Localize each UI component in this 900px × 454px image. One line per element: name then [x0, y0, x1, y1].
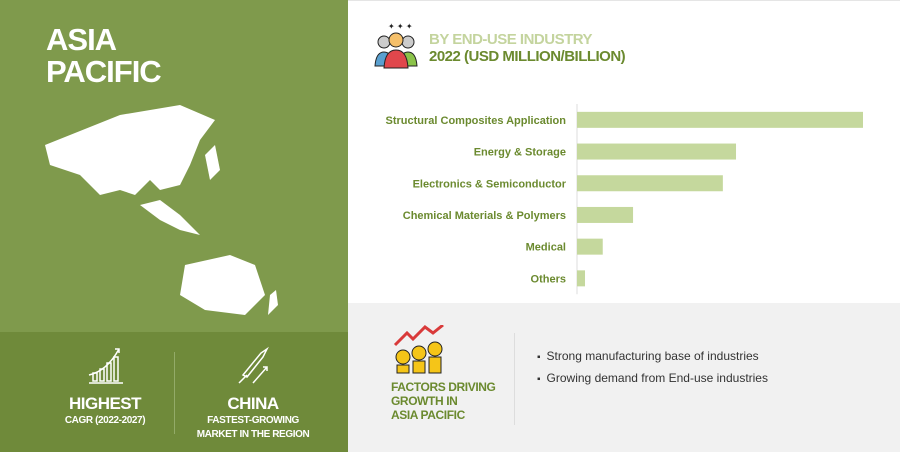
factors-line3: ASIA PACIFIC — [391, 408, 465, 422]
bar — [577, 111, 863, 128]
category-label: Electronics & Semiconductor — [413, 178, 567, 190]
divider — [174, 352, 175, 434]
category-label: Chemical Materials & Polymers — [403, 210, 566, 222]
asia-pacific-map — [45, 105, 278, 315]
bar — [577, 238, 603, 255]
chart-subtitle: 2022 (USD MILLION/BILLION) — [429, 48, 626, 65]
people-group-icon: ✦ ✦ ✦ — [374, 22, 418, 69]
bar — [577, 175, 723, 192]
stat-highest-cagr: HIGHEST CAGR (2022-2027) — [30, 345, 180, 428]
region-title-line2: PACIFIC — [46, 54, 162, 89]
coins-growth-icon — [393, 325, 444, 374]
region-title: ASIA PACIFIC — [46, 22, 162, 89]
factor-item: Growing demand from End-use industries — [537, 371, 768, 385]
stat-detail: FASTEST-GROWING — [207, 415, 299, 426]
stat-china: CHINA FASTEST-GROWING MARKET IN THE REGI… — [178, 345, 328, 442]
bar — [577, 206, 634, 223]
bar — [577, 143, 737, 160]
stat-detail-2: MARKET IN THE REGION — [196, 429, 310, 440]
region-panel: ASIA PACIFIC — [0, 0, 348, 332]
factors-list: Strong manufacturing base of industries … — [537, 349, 768, 393]
category-label: Structural Composites Application — [385, 115, 566, 127]
category-label: Others — [531, 273, 566, 285]
factor-item: Strong manufacturing base of industries — [537, 349, 768, 363]
stat-headline: CHINA — [227, 394, 279, 413]
factors-line1: FACTORS DRIVING — [391, 380, 496, 394]
category-label: Energy & Storage — [474, 147, 566, 159]
factors-line2: GROWTH IN — [391, 394, 458, 408]
growth-chart-icon — [88, 348, 123, 384]
category-label: Medical — [526, 242, 566, 254]
bar-chart: Structural Composites Application Energy … — [385, 104, 863, 295]
chart-title: BY END-USE INDUSTRY — [429, 31, 593, 48]
factors-title: FACTORS DRIVING GROWTH IN ASIA PACIFIC — [391, 380, 496, 422]
divider — [514, 333, 515, 425]
svg-text:✦ ✦ ✦: ✦ ✦ ✦ — [388, 22, 413, 31]
stat-headline: HIGHEST — [68, 394, 142, 413]
region-title-line1: ASIA — [46, 22, 117, 57]
rocket-man-icon — [238, 346, 269, 384]
stat-detail: CAGR (2022-2027) — [64, 415, 146, 426]
bar — [577, 270, 586, 287]
